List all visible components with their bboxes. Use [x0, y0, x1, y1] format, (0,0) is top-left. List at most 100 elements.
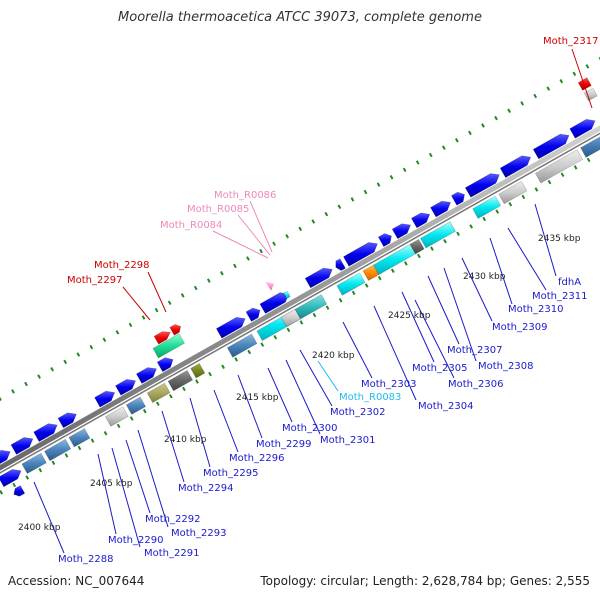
cds-feature[interactable] — [167, 369, 194, 392]
gene-label-moth-2291[interactable]: Moth_2291 — [144, 548, 199, 559]
gene-label-moth-2309[interactable]: Moth_2309 — [492, 322, 547, 333]
leader-line-moth-2303 — [342, 321, 373, 379]
gene-label-moth-2297[interactable]: Moth_2297 — [67, 275, 122, 286]
gene-label-moth-2310[interactable]: Moth_2310 — [508, 304, 563, 315]
cds-feature[interactable] — [430, 200, 452, 218]
cds-feature[interactable] — [583, 87, 598, 102]
cds-feature[interactable] — [245, 307, 261, 322]
cds-feature[interactable] — [464, 173, 500, 198]
cds-feature[interactable] — [336, 272, 366, 296]
leader-line-moth-2317 — [571, 48, 593, 109]
cds-feature[interactable] — [10, 437, 34, 455]
cds-feature[interactable] — [215, 316, 246, 339]
gene-label-moth-2296[interactable]: Moth_2296 — [229, 453, 284, 464]
gene-label-moth-2308[interactable]: Moth_2308 — [478, 361, 533, 372]
gene-label-moth-2304[interactable]: Moth_2304 — [418, 401, 473, 412]
tick-dash — [560, 172, 565, 177]
gene-label-moth-2288[interactable]: Moth_2288 — [58, 554, 113, 565]
cds-feature[interactable] — [294, 294, 328, 320]
cds-feature[interactable] — [335, 258, 346, 271]
cds-feature[interactable] — [420, 221, 456, 249]
gene-label-moth-2317[interactable]: Moth_2317 — [543, 36, 598, 47]
cds-feature[interactable] — [68, 428, 91, 448]
cds-feature[interactable] — [377, 233, 392, 248]
leader-line-moth-2294 — [161, 410, 185, 483]
gene-label-moth-2306[interactable]: Moth_2306 — [448, 379, 503, 390]
gene-label-moth-r0085[interactable]: Moth_R0085 — [187, 204, 249, 215]
gene-label-fdha[interactable]: fdhA — [558, 277, 581, 288]
tick-dash — [547, 179, 552, 185]
cds-feature[interactable] — [94, 390, 116, 408]
cds-feature[interactable] — [57, 412, 77, 429]
cds-feature[interactable] — [115, 378, 137, 396]
cds-feature[interactable] — [450, 191, 465, 206]
trna-feature[interactable] — [169, 324, 182, 336]
gene-label-moth-2301[interactable]: Moth_2301 — [320, 435, 375, 446]
tick-dash — [351, 290, 356, 296]
scale-labels: 2400 kbp 2405 kbp 2410 kbp 2415 kbp 2420 kbp… — [18, 234, 581, 533]
cds-feature[interactable] — [0, 449, 11, 468]
gene-label-moth-r0084[interactable]: Moth_R0084 — [160, 220, 222, 231]
cds-feature[interactable] — [13, 485, 26, 497]
leader-line-fdha — [534, 203, 557, 277]
tick-dash — [456, 231, 460, 237]
tick-dash — [25, 475, 30, 480]
cds-feature[interactable] — [580, 130, 600, 158]
cds-feature[interactable] — [409, 238, 425, 255]
gene-label-moth-2303[interactable]: Moth_2303 — [361, 379, 416, 390]
tick-dash — [468, 130, 472, 136]
gene-label-moth-2311[interactable]: Moth_2311 — [532, 291, 587, 302]
cds-feature[interactable] — [532, 133, 570, 160]
gene-label-moth-r0083[interactable]: Moth_R0083 — [339, 392, 401, 403]
gene-label-moth-2298[interactable]: Moth_2298 — [94, 260, 149, 271]
gene-label-moth-2307[interactable]: Moth_2307 — [447, 345, 502, 356]
cds-feature[interactable] — [283, 290, 291, 300]
gene-label-moth-2295[interactable]: Moth_2295 — [203, 468, 258, 479]
tick-dash — [76, 352, 81, 357]
cds-feature[interactable] — [410, 212, 431, 229]
cds-feature[interactable] — [156, 357, 174, 373]
leader-line-moth-2307 — [427, 275, 460, 345]
gene-label-moth-2300[interactable]: Moth_2300 — [282, 423, 337, 434]
tick-dash — [376, 182, 381, 187]
cds-feature[interactable] — [0, 469, 22, 488]
cds-feature[interactable] — [569, 118, 596, 139]
tick-dash — [469, 224, 473, 229]
trna-feature[interactable] — [577, 77, 592, 91]
cds-feature[interactable] — [44, 438, 72, 462]
cds-feature[interactable] — [391, 223, 412, 240]
tick-dash — [247, 349, 252, 355]
tick-dash — [494, 115, 498, 121]
gene-label-moth-2293[interactable]: Moth_2293 — [171, 528, 226, 539]
tick-dash — [63, 359, 68, 365]
cds-feature[interactable] — [104, 406, 129, 427]
gene-label-moth-2302[interactable]: Moth_2302 — [330, 407, 385, 418]
cds-feature[interactable] — [472, 195, 502, 219]
gene-label-moth-2290[interactable]: Moth_2290 — [108, 535, 163, 546]
cds-feature[interactable] — [498, 180, 528, 205]
cds-feature[interactable] — [499, 155, 532, 179]
cds-feature[interactable] — [135, 367, 157, 384]
cds-feature[interactable] — [190, 363, 206, 379]
cds-feature[interactable] — [226, 333, 258, 358]
tick-dash — [141, 315, 146, 320]
cds-feature[interactable] — [534, 149, 584, 184]
ncrna-feature[interactable] — [265, 281, 275, 291]
gene-label-moth-2299[interactable]: Moth_2299 — [256, 439, 311, 450]
gene-label-moth-2292[interactable]: Moth_2292 — [145, 514, 200, 525]
tick-dash — [180, 293, 185, 298]
trna-feature[interactable] — [153, 331, 171, 345]
cds-feature[interactable] — [21, 452, 47, 474]
gene-label-moth-r0086[interactable]: Moth_R0086 — [214, 190, 276, 201]
cds-feature[interactable] — [125, 396, 147, 415]
gene-label-moth-2294[interactable]: Moth_2294 — [178, 483, 233, 494]
cds-feature[interactable] — [343, 242, 378, 267]
cds-feature[interactable] — [146, 382, 171, 404]
cds-feature[interactable] — [304, 267, 333, 289]
cds-feature[interactable] — [33, 423, 58, 443]
accession-label: Accession: NC_007644 — [8, 574, 145, 588]
gene-label-moth-2305[interactable]: Moth_2305 — [412, 363, 467, 374]
rrna-feature[interactable] — [152, 333, 185, 359]
